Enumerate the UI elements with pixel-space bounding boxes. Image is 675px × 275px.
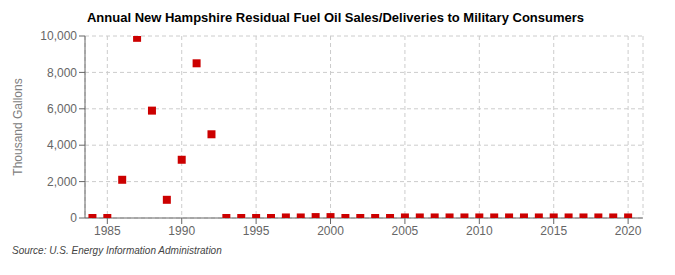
svg-text:2005: 2005 (392, 224, 419, 238)
svg-text:2000: 2000 (317, 224, 344, 238)
svg-text:1985: 1985 (94, 224, 121, 238)
svg-text:10,000: 10,000 (40, 29, 77, 43)
svg-text:0: 0 (70, 211, 77, 225)
svg-text:2015: 2015 (540, 224, 567, 238)
svg-text:2010: 2010 (466, 224, 493, 238)
svg-text:Thousand Gallons: Thousand Gallons (11, 78, 25, 175)
svg-text:1990: 1990 (168, 224, 195, 238)
html-text:Source: U.S. Energy Informatio: Source: U.S. Energy Information Administ… (12, 245, 222, 256)
svg-text:2020: 2020 (615, 224, 642, 238)
svg-text:2,000: 2,000 (47, 175, 77, 189)
svg-text:8,000: 8,000 (47, 66, 77, 80)
svg-text:1995: 1995 (243, 224, 270, 238)
svg-text:6,000: 6,000 (47, 102, 77, 116)
svg-text:4,000: 4,000 (47, 138, 77, 152)
html-text:Annual New Hampshire Residual: Annual New Hampshire Residual Fuel Oil S… (87, 10, 584, 25)
